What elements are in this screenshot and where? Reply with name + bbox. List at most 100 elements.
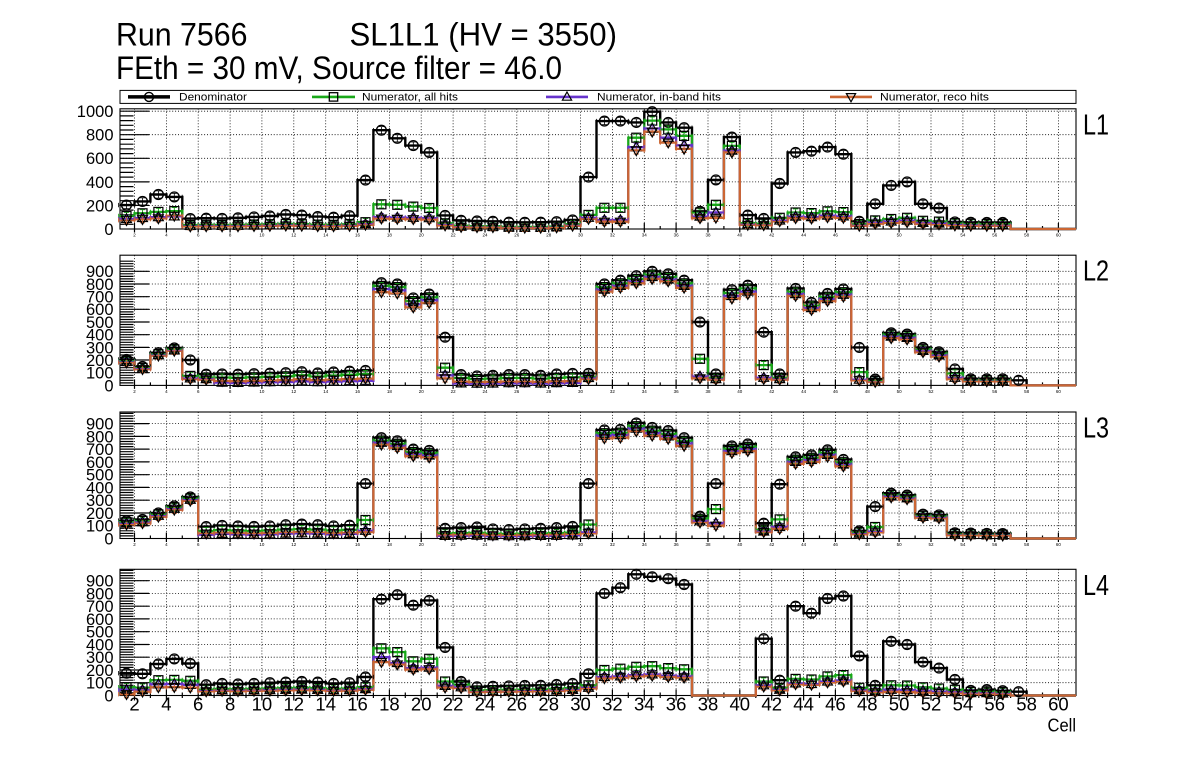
svg-text:900: 900: [86, 263, 114, 281]
svg-text:800: 800: [86, 276, 114, 294]
svg-text:40: 40: [737, 542, 743, 547]
svg-text:Numerator, reco hits: Numerator, reco hits: [880, 92, 990, 104]
svg-text:38: 38: [698, 694, 719, 715]
svg-text:52: 52: [921, 694, 942, 715]
svg-text:20: 20: [419, 389, 425, 394]
svg-text:32: 32: [610, 542, 616, 547]
svg-text:Cell: Cell: [1048, 716, 1077, 736]
svg-text:700: 700: [86, 289, 114, 307]
svg-text:52: 52: [928, 389, 934, 394]
svg-text:56: 56: [992, 233, 998, 238]
svg-text:46: 46: [825, 694, 846, 715]
svg-text:10: 10: [259, 233, 265, 238]
svg-text:58: 58: [1024, 233, 1030, 238]
svg-text:58: 58: [1016, 694, 1037, 715]
svg-text:56: 56: [992, 389, 998, 394]
svg-text:24: 24: [482, 389, 488, 394]
svg-text:700: 700: [86, 441, 114, 459]
svg-text:400: 400: [86, 479, 114, 497]
svg-text:50: 50: [897, 233, 903, 238]
svg-text:50: 50: [897, 542, 903, 547]
svg-text:800: 800: [86, 585, 114, 603]
svg-text:200: 200: [86, 352, 114, 370]
svg-text:60: 60: [1056, 542, 1062, 547]
svg-text:48: 48: [865, 233, 871, 238]
svg-text:42: 42: [761, 694, 782, 715]
svg-text:50: 50: [889, 694, 910, 715]
svg-text:40: 40: [730, 694, 751, 715]
svg-text:Numerator, all hits: Numerator, all hits: [362, 92, 459, 104]
svg-text:600: 600: [86, 150, 114, 168]
svg-text:6: 6: [197, 389, 200, 394]
svg-text:28: 28: [538, 694, 559, 715]
svg-text:48: 48: [865, 542, 871, 547]
svg-text:10: 10: [252, 694, 273, 715]
svg-text:800: 800: [86, 428, 114, 446]
svg-text:6: 6: [197, 542, 200, 547]
svg-text:14: 14: [323, 542, 329, 547]
svg-text:32: 32: [610, 389, 616, 394]
svg-text:12: 12: [291, 389, 297, 394]
svg-text:20: 20: [411, 694, 432, 715]
svg-text:SL1L1 (HV = 3550): SL1L1 (HV = 3550): [350, 17, 618, 53]
svg-text:FEth = 30 mV, Source filter =: FEth = 30 mV, Source filter = 46.0: [116, 50, 562, 86]
svg-text:26: 26: [514, 233, 520, 238]
svg-text:36: 36: [674, 389, 680, 394]
svg-text:28: 28: [546, 389, 552, 394]
svg-text:0: 0: [104, 687, 113, 705]
svg-text:14: 14: [315, 694, 336, 715]
svg-text:44: 44: [793, 694, 814, 715]
svg-text:20: 20: [419, 542, 425, 547]
svg-text:52: 52: [928, 233, 934, 238]
svg-text:16: 16: [355, 233, 361, 238]
svg-text:36: 36: [674, 542, 680, 547]
svg-text:600: 600: [86, 611, 114, 629]
svg-text:2: 2: [133, 233, 136, 238]
svg-text:700: 700: [86, 598, 114, 616]
svg-text:100: 100: [86, 675, 114, 693]
svg-text:Denominator: Denominator: [179, 92, 247, 104]
svg-text:Run 7566: Run 7566: [116, 17, 248, 53]
svg-text:4: 4: [165, 542, 168, 547]
svg-text:600: 600: [86, 454, 114, 472]
svg-text:4: 4: [165, 389, 168, 394]
svg-text:22: 22: [451, 389, 457, 394]
svg-text:10: 10: [259, 389, 265, 394]
svg-text:L1: L1: [1083, 109, 1109, 141]
svg-text:200: 200: [86, 505, 114, 523]
svg-text:200: 200: [86, 197, 114, 215]
svg-text:500: 500: [86, 467, 114, 485]
svg-text:46: 46: [833, 542, 839, 547]
svg-text:16: 16: [355, 389, 361, 394]
svg-text:0: 0: [104, 377, 113, 395]
svg-text:12: 12: [291, 542, 297, 547]
svg-text:30: 30: [578, 542, 584, 547]
svg-text:48: 48: [865, 389, 871, 394]
svg-text:14: 14: [323, 389, 329, 394]
svg-text:46: 46: [833, 389, 839, 394]
svg-text:2: 2: [129, 694, 139, 715]
svg-text:L2: L2: [1083, 256, 1109, 288]
svg-text:30: 30: [570, 694, 591, 715]
svg-text:18: 18: [387, 233, 393, 238]
svg-text:34: 34: [642, 542, 648, 547]
svg-text:12: 12: [291, 233, 297, 238]
svg-text:100: 100: [86, 365, 114, 383]
svg-text:300: 300: [86, 649, 114, 667]
svg-text:42: 42: [769, 389, 775, 394]
svg-text:28: 28: [546, 542, 552, 547]
svg-text:46: 46: [833, 233, 839, 238]
svg-text:44: 44: [801, 233, 807, 238]
svg-text:900: 900: [86, 416, 114, 434]
svg-text:38: 38: [705, 233, 711, 238]
svg-text:58: 58: [1024, 542, 1030, 547]
svg-text:600: 600: [86, 301, 114, 319]
svg-text:400: 400: [86, 174, 114, 192]
svg-text:56: 56: [992, 542, 998, 547]
svg-text:6: 6: [193, 694, 203, 715]
svg-text:32: 32: [610, 233, 616, 238]
svg-text:32: 32: [602, 694, 623, 715]
svg-text:58: 58: [1024, 389, 1030, 394]
svg-text:L4: L4: [1083, 570, 1109, 602]
svg-text:10: 10: [259, 542, 265, 547]
